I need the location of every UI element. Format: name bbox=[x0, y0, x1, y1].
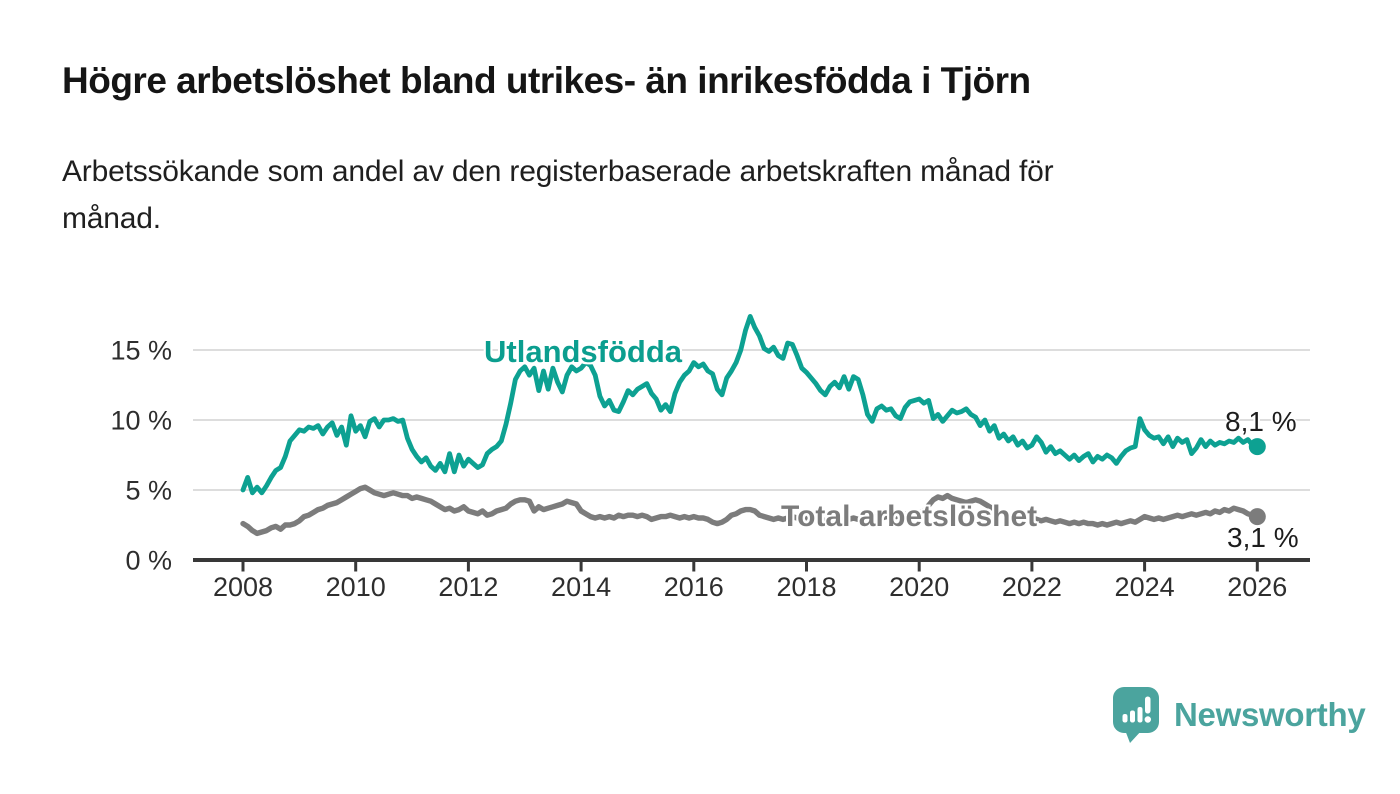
x-axis-tick-label: 2026 bbox=[1227, 572, 1287, 602]
newsworthy-logo: Newsworthy bbox=[1112, 686, 1366, 744]
x-axis-tick-label: 2022 bbox=[1002, 572, 1062, 602]
x-axis-tick-label: 2014 bbox=[551, 572, 611, 602]
page-title: Högre arbetslöshet bland utrikes- än inr… bbox=[62, 60, 1031, 101]
x-axis-tick-label: 2020 bbox=[889, 572, 949, 602]
chart-subtitle-line1: Arbetssökande som andel av den registerb… bbox=[62, 155, 1054, 188]
x-axis-tick-label: 2008 bbox=[213, 572, 273, 602]
y-axis-tick-label: 0 % bbox=[125, 546, 172, 576]
chart-subtitle-line2: månad. bbox=[62, 202, 161, 235]
series-end-dot-utlandsfodda bbox=[1248, 438, 1266, 456]
x-axis-tick-label: 2018 bbox=[776, 572, 836, 602]
end-value-total-arbetsloshet: 3,1 % bbox=[1227, 522, 1299, 553]
y-axis-tick-label: 10 % bbox=[110, 406, 172, 436]
series-end-dot-total bbox=[1248, 508, 1266, 526]
x-axis-tick-label: 2012 bbox=[438, 572, 498, 602]
newsworthy-logo-text: Newsworthy bbox=[1174, 696, 1366, 733]
x-axis-tick-label: 2016 bbox=[664, 572, 724, 602]
series-label-utlandsfodda: Utlandsfödda bbox=[484, 334, 683, 369]
newsworthy-logo-icon bbox=[1113, 687, 1159, 743]
chart-subtitle: Arbetssökande som andel av den registerb… bbox=[62, 148, 1054, 242]
y-axis-tick-label: 15 % bbox=[110, 336, 172, 366]
end-value-utlandsfodda: 8,1 % bbox=[1225, 406, 1297, 437]
series-label-total-arbetsloshet: Total arbetslöshet bbox=[781, 500, 1038, 533]
series-line-total bbox=[240, 484, 1261, 537]
x-axis-tick-label: 2010 bbox=[326, 572, 386, 602]
y-axis-tick-label: 5 % bbox=[125, 476, 172, 506]
x-axis-tick-label: 2024 bbox=[1115, 572, 1175, 602]
series-line-utlandsfodda bbox=[240, 313, 1260, 496]
